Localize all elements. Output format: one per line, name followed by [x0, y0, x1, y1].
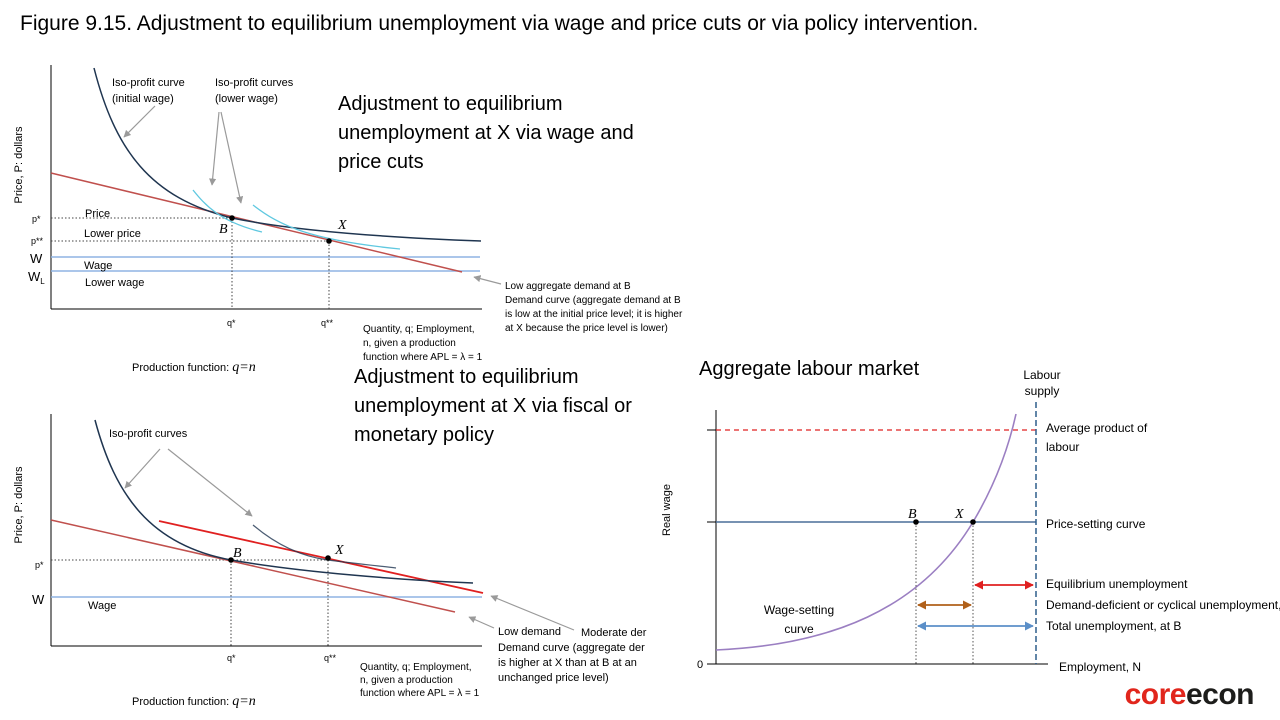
top-iso-lower-label-1: Iso-profit curves	[215, 77, 294, 89]
top-demand-note-3: is low at the initial price level; it is…	[505, 309, 683, 320]
bottom-panel: Price, P: dollars B X Iso-profit curves …	[13, 414, 647, 709]
top-point-b-label: B	[219, 222, 228, 237]
bottom-point-b-label: B	[233, 546, 242, 561]
bottom-demand-note-1: Demand curve (aggregate der	[498, 642, 645, 654]
labour-supply-label-1: Labour	[1023, 368, 1060, 382]
top-x-axis-label-2: n, given a production	[363, 338, 456, 349]
top-wage-label: Wage	[84, 260, 112, 272]
bottom-arrow-iso-1	[124, 448, 161, 489]
bottom-production-fn: Production function: q=n	[132, 694, 256, 709]
bottom-q-star2-tick: q**	[324, 653, 337, 663]
bottom-point-x	[325, 555, 331, 561]
bottom-moderate-demand-label: Moderate der	[581, 627, 647, 639]
right-y-axis-label: Real wage	[661, 484, 673, 536]
bottom-arrow-moderate	[490, 595, 575, 631]
bottom-iso-profit-1	[94, 419, 474, 584]
top-iso-initial-label-1: Iso-profit curve	[112, 77, 185, 89]
right-point-b	[913, 519, 919, 525]
top-y-axis-label: Price, P: dollars	[13, 126, 25, 204]
right-point-x-label: X	[954, 507, 964, 522]
right-panel-heading: Aggregate labour market	[699, 358, 920, 380]
apl-label-2: labour	[1046, 440, 1079, 454]
top-iso-profit-lower-2	[252, 204, 401, 250]
bottom-x-axis-label-1: Quantity, q; Employment,	[360, 662, 472, 673]
bottom-x-axis-label-2: n, given a production	[360, 675, 453, 686]
demand-deficient-label: Demand-deficient or cyclical unemploymen…	[1046, 598, 1280, 612]
bottom-wage-label: Wage	[88, 600, 116, 612]
equilibrium-unemployment-label: Equilibrium unemployment	[1046, 577, 1188, 591]
top-panel-heading: Adjustment to equilibrium unemployment a…	[338, 93, 634, 173]
top-point-b	[229, 215, 235, 221]
price-setting-label: Price-setting curve	[1046, 517, 1146, 531]
top-p-star-tick: p*	[32, 214, 41, 224]
top-arrow-iso-lower-1	[209, 111, 220, 186]
top-lower-price-label: Lower price	[84, 228, 141, 240]
bottom-low-demand-label: Low demand	[498, 626, 561, 638]
bottom-w-tick: W	[32, 592, 45, 607]
top-demand-note-2: Demand curve (aggregate demand at B	[505, 295, 681, 306]
bottom-point-b	[228, 557, 234, 563]
top-x-axis-label-3: function where APL = λ = 1	[363, 352, 483, 363]
bottom-iso-label: Iso-profit curves	[109, 428, 188, 440]
top-demand-note-4: at X because the price level is lower)	[505, 323, 668, 334]
top-arrow-iso-lower-2	[220, 111, 244, 204]
top-x-axis-label-1: Quantity, q; Employment,	[363, 324, 475, 335]
wage-setting-curve	[715, 413, 1017, 651]
wage-setting-label-2: curve	[784, 622, 814, 636]
apl-label-1: Average product of	[1046, 421, 1148, 435]
top-arrow-iso-initial	[123, 105, 156, 138]
top-point-x-label: X	[337, 218, 347, 233]
top-p-star2-tick: p**	[31, 236, 44, 246]
figure-title: Figure 9.15. Adjustment to equilibrium u…	[20, 12, 979, 35]
right-panel: Real wage 0 Employment, N B X Labour sup…	[661, 368, 1280, 674]
top-wl-tick: WL	[28, 269, 45, 286]
top-price-label: Price	[85, 208, 110, 220]
right-zero-label: 0	[697, 659, 703, 671]
labour-supply-label-2: supply	[1025, 384, 1060, 398]
top-iso-initial-label-2: (initial wage)	[112, 93, 174, 105]
top-panel: Price, P: dollars B X Iso-profit curve (…	[13, 65, 683, 375]
wage-setting-label-1: Wage-setting	[764, 603, 834, 617]
bottom-demand-note-2: is higher at X than at B at an	[498, 657, 637, 669]
top-iso-lower-label-2: (lower wage)	[215, 93, 278, 105]
top-w-tick: W	[30, 251, 43, 266]
top-point-x	[326, 238, 332, 244]
top-production-fn: Production function: q=n	[132, 360, 256, 375]
bottom-y-axis-label: Price, P: dollars	[13, 466, 25, 544]
right-point-x	[970, 519, 976, 525]
bottom-point-x-label: X	[334, 543, 344, 558]
top-demand-note-1: Low aggregate demand at B	[505, 281, 631, 292]
bottom-low-demand-curve	[50, 519, 456, 613]
coreecon-logo: coreecon	[1124, 678, 1255, 711]
top-iso-profit-lower-1	[192, 189, 263, 233]
top-lower-wage-label: Lower wage	[85, 277, 144, 289]
bottom-x-axis-label-3: function where APL = λ = 1	[360, 688, 480, 699]
right-point-b-label: B	[908, 507, 917, 522]
top-q-star-tick: q*	[227, 318, 236, 328]
bottom-demand-note-3: unchanged price level)	[498, 672, 609, 684]
bottom-arrow-iso-2	[167, 448, 253, 517]
bottom-panel-heading: Adjustment to equilibrium unemployment a…	[354, 366, 632, 446]
total-unemployment-label: Total unemployment, at B	[1046, 619, 1181, 633]
top-arrow-demand	[473, 275, 502, 285]
top-q-star2-tick: q**	[321, 318, 334, 328]
bottom-q-star-tick: q*	[227, 653, 236, 663]
right-x-axis-label: Employment, N	[1059, 660, 1141, 674]
bottom-arrow-low	[468, 616, 495, 629]
bottom-p-star-tick: p*	[35, 560, 44, 570]
